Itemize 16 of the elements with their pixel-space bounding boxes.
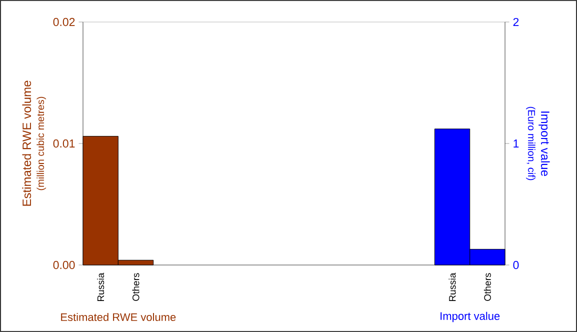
text: (Euro million, cif) (526, 106, 536, 180)
x-tick-label: Others (132, 273, 140, 301)
x-tick-label: Russia (97, 272, 104, 302)
y2-axis-title: Import value (538, 112, 550, 176)
text: (million cubic metres) (36, 96, 46, 190)
y-tick-label: 0.01 (53, 139, 75, 148)
x-tick-label: Russia (448, 272, 456, 302)
y2-tick-label: 0 (513, 260, 519, 270)
y-axis-title: Estimated RWE volume (22, 80, 32, 206)
x-tick-label: Others (484, 273, 491, 301)
text: Estimated RWE volume (61, 312, 176, 322)
y-tick-label: 0.00 (53, 260, 75, 270)
y2-tick-label: 2 (513, 18, 519, 26)
y2-tick-label: 1 (514, 140, 519, 148)
y-tick-label: 0.02 (53, 18, 75, 26)
text: Import value (440, 312, 500, 322)
